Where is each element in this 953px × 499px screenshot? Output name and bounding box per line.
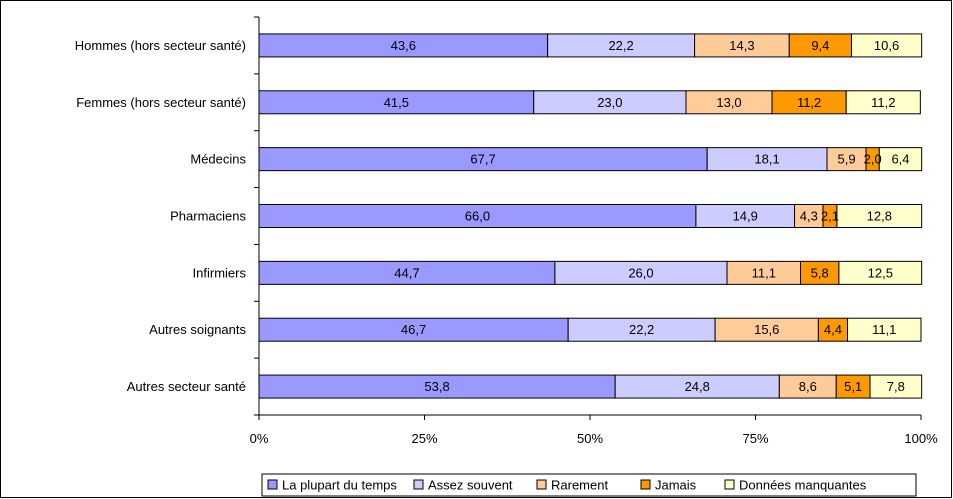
bar-segment — [845, 90, 921, 115]
data-label: 11,1 — [872, 322, 896, 337]
legend-label: Rarement — [551, 478, 608, 493]
data-label: 53,8 — [424, 379, 449, 394]
data-label: 6,4 — [891, 152, 909, 167]
category-label: Autres soignants — [149, 322, 246, 337]
data-label: 41,5 — [384, 95, 409, 110]
data-label: 22,2 — [629, 322, 654, 337]
bar-segment — [850, 33, 923, 58]
legend-label: La plupart du temps — [282, 478, 397, 493]
data-label: 22,2 — [608, 38, 633, 53]
bars-layer — [258, 33, 923, 399]
data-label: 44,7 — [394, 265, 419, 280]
legend-swatch — [640, 479, 651, 490]
data-label: 2,0 — [864, 152, 882, 167]
data-label: 24,8 — [685, 379, 710, 394]
data-label: 14,3 — [729, 38, 754, 53]
bar-segment — [878, 147, 923, 172]
bar-segment — [838, 260, 923, 285]
labels-layer: 43,6 22,2 14,3 9,4 10,6 Hommes (hors secteur … — [75, 38, 938, 446]
legend-box — [261, 473, 917, 497]
bar-segment — [836, 204, 923, 228]
data-label: 4,3 — [800, 209, 818, 224]
data-label: 11,1 — [752, 265, 776, 280]
data-label: 10,6 — [874, 38, 899, 53]
x-tick-label: 0% — [250, 431, 269, 446]
data-label: 26,0 — [628, 265, 653, 280]
data-label: 46,7 — [401, 322, 426, 337]
x-tick-label: 50% — [577, 431, 603, 446]
data-label: 5,8 — [811, 265, 829, 280]
category-label: Infirmiers — [193, 265, 247, 280]
category-label: Autres secteur santé — [127, 379, 246, 394]
legend-label: Données manquantes — [739, 478, 867, 493]
category-label: Hommes (hors secteur santé) — [75, 38, 246, 53]
category-label: Pharmaciens — [170, 209, 246, 224]
data-label: 15,6 — [754, 322, 779, 337]
data-label: 9,4 — [811, 38, 829, 53]
legend: La plupart du temps Assez souvent Rarement… — [261, 473, 917, 497]
data-label: 2,1 — [821, 209, 839, 224]
data-label: 11,2 — [871, 95, 895, 110]
legend-swatch — [267, 479, 278, 490]
data-label: 12,8 — [867, 209, 892, 224]
data-label: 66,0 — [465, 209, 490, 224]
category-label: Femmes (hors secteur santé) — [76, 95, 246, 110]
bar-segment — [847, 317, 922, 342]
x-tick-label: 100% — [904, 431, 938, 446]
axes-layer — [254, 16, 922, 420]
data-label: 4,4 — [824, 322, 842, 337]
legend-label: Assez souvent — [428, 478, 513, 493]
data-label: 43,6 — [391, 38, 416, 53]
data-label: 14,9 — [733, 209, 758, 224]
category-label: Médecins — [190, 152, 246, 167]
data-label: 11,2 — [797, 95, 821, 110]
x-tick-label: 75% — [742, 431, 768, 446]
data-label: 13,0 — [716, 95, 741, 110]
data-label: 12,5 — [868, 265, 893, 280]
bar-segment — [869, 374, 923, 399]
data-label: 23,0 — [597, 95, 622, 110]
data-label: 5,9 — [837, 152, 855, 167]
x-tick-label: 25% — [411, 431, 437, 446]
legend-swatch — [536, 479, 547, 490]
legend-swatch — [724, 479, 735, 490]
legend-label: Jamais — [655, 478, 697, 493]
data-label: 18,1 — [754, 152, 779, 167]
data-label: 8,6 — [799, 379, 817, 394]
data-label: 7,8 — [887, 379, 905, 394]
data-label: 5,1 — [844, 379, 862, 394]
data-label: 67,7 — [470, 152, 495, 167]
legend-swatch — [413, 479, 424, 490]
